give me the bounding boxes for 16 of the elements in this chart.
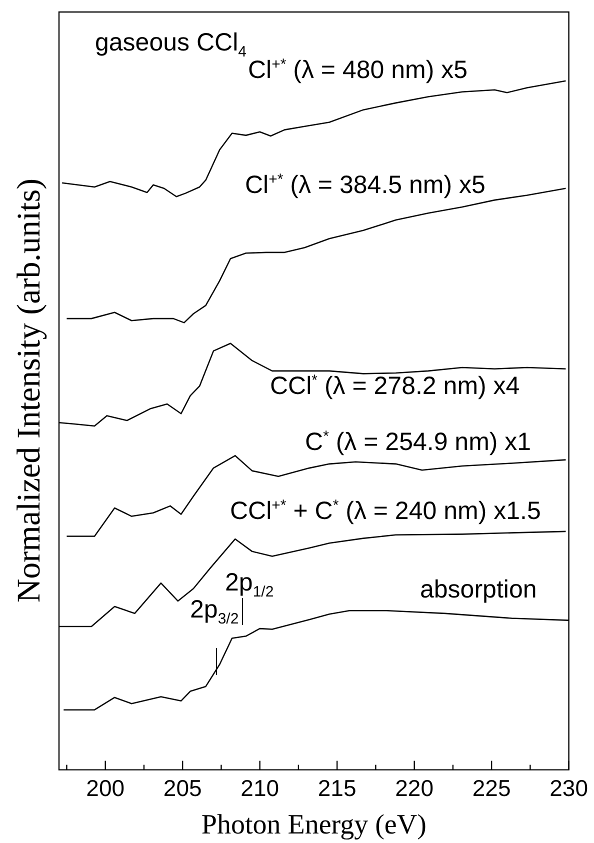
x-axis-title: Photon Energy (eV)	[201, 810, 426, 841]
series-label: Cl$^{+*}$ (λ = 384.5 nm) x5	[245, 170, 486, 200]
series-label: C$^{*}$ (λ = 254.9 nm) x1	[305, 428, 532, 456]
x-tick-label: 210	[240, 774, 280, 801]
series-label: absorption	[420, 576, 537, 604]
x-tick-label: 220	[395, 774, 434, 801]
y-axis-title: Normalized Intensity (arb.units)	[12, 178, 49, 604]
text: gaseous CCl$_{4}$	[95, 28, 246, 60]
series-label: CCl$^{+*}$ + C$^{*}$ (λ = 240 nm) x1.5	[230, 496, 541, 526]
series-label: CCl$^{*}$ (λ = 278.2 nm) x4	[270, 372, 520, 400]
x-tick-label: 230	[550, 774, 588, 801]
x-tick-label: 200	[86, 774, 125, 801]
x-tick-label: 225	[472, 774, 511, 801]
x-tick-label: 215	[318, 774, 356, 801]
series-label: Cl$^{+*}$ (λ = 480 nm) x5	[248, 56, 468, 84]
x-tick-label: 205	[163, 774, 202, 801]
